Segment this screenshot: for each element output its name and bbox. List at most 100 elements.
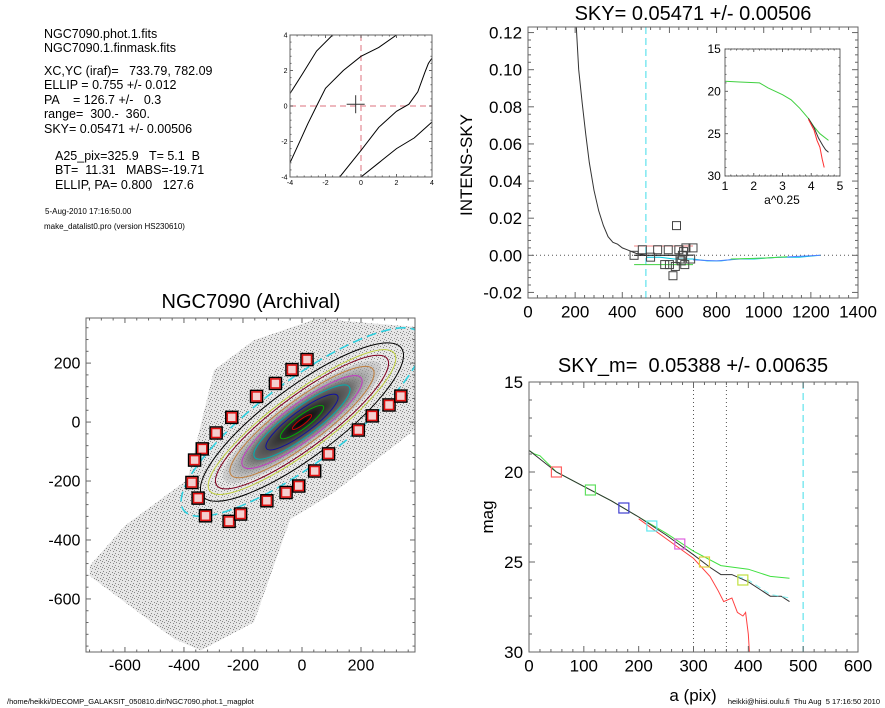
sky-box-marker (395, 390, 407, 402)
sky-box-marker (681, 243, 691, 253)
contour-line (339, 57, 432, 177)
info-image-file: NGC7090.phot.1.fits (44, 27, 157, 41)
sky-box-marker (309, 465, 320, 477)
center-plot-ytick-label: -4 (281, 174, 287, 181)
inset-xtick-label: 3 (779, 179, 786, 193)
sky-box-marker (210, 427, 222, 439)
image-plot-title: NGC7090 (Archival) (162, 291, 341, 313)
sky-box-marker (680, 260, 690, 270)
image-plot-ytick-label: -600 (48, 592, 80, 609)
contour-line (290, 35, 397, 164)
sky-plot-ytick-label: 0.04 (489, 172, 522, 191)
center-plot-ytick-label: 0 (284, 103, 288, 110)
mag-marker (584, 484, 597, 496)
mag-plot-ytick-label: 15 (504, 373, 523, 392)
mag-profile-line (638, 518, 750, 652)
isophote-ellipse (241, 375, 363, 469)
image-plot-xtick-label: 200 (348, 657, 375, 674)
inset-xtick-label: 4 (808, 179, 815, 193)
mag-marker (737, 574, 749, 586)
sky-box-marker (646, 252, 656, 262)
sky-box-outer (191, 491, 205, 505)
sky-box-marker (668, 271, 678, 281)
sky-box-marker (186, 477, 198, 488)
info-mask-file: NGC7090.1.finmask.fits (44, 41, 176, 55)
sky-plot-ytick-label: -0.02 (483, 283, 522, 302)
info-date: 5-Aug-2010 17:16:50.00 (45, 207, 132, 216)
sky-box-marker (323, 448, 334, 460)
sky-plot-xtick-label: 0 (523, 303, 532, 322)
sky-box-outer (307, 464, 322, 478)
mag-marker (646, 520, 658, 532)
center-plot-xtick-label: -2 (322, 180, 328, 187)
galaxy-core (222, 360, 382, 484)
sky-box-outer (291, 479, 306, 493)
contour-line (360, 121, 432, 177)
sky-box-outer (285, 362, 299, 377)
isophote-ellipse (214, 354, 390, 490)
sky-box-marker (251, 391, 262, 402)
mag-plot-xtick-label: 100 (570, 657, 598, 676)
sky-box-marker (301, 354, 313, 365)
sky-box-outer (195, 442, 210, 456)
inset-plot-area (725, 80, 829, 168)
sky-box-marker (637, 245, 647, 255)
sky-box-outer (260, 494, 274, 508)
sky-plot-xtick-label: 1400 (839, 303, 877, 322)
mag-plot-ytick-label: 30 (504, 643, 523, 662)
mag-plot-xtick-label: 300 (679, 657, 707, 676)
sky-box-marker (660, 260, 670, 270)
sky-box-marker (286, 364, 298, 375)
sky-box-outer (187, 453, 202, 467)
sky-plot-xtick-label: 200 (561, 303, 589, 322)
mag-plot-xtick-label: 200 (624, 657, 652, 676)
sky-box-marker (672, 221, 681, 231)
sky-box-marker (235, 508, 246, 520)
sky-box-outer (351, 423, 366, 437)
sky-plot-ytick-label: 0.02 (489, 209, 522, 228)
sky-box-outer (394, 389, 408, 403)
mag-marker (618, 502, 630, 514)
profile-line (575, 27, 646, 256)
inset-xtick-label: 1 (722, 179, 729, 193)
center-plot-ytick-label: -2 (281, 139, 287, 146)
mag-marker (698, 556, 711, 568)
mag-plot-xtick-label: 0 (524, 657, 533, 676)
mag-plot: SKY_m= 0.05388 +/- 0.00635 mag a (pix) 0… (478, 355, 872, 705)
sky-box-outer (209, 426, 223, 440)
sky-box-marker (664, 260, 674, 270)
image-plot-ytick-label: -400 (48, 533, 80, 550)
sky-plot-ytick-label: 0.00 (489, 246, 522, 265)
sky-box-marker (189, 454, 200, 466)
inset-xtick-label: 2 (750, 179, 757, 193)
image-plot: NGC7090 (Archival) -600 -400 -200 0 200 -600 -… (48, 291, 416, 674)
sky-box-marker (629, 250, 639, 260)
inset-profile-line (807, 118, 829, 153)
sky-box-outer (382, 398, 396, 412)
image-plot-xtick-label: -400 (168, 657, 200, 674)
image-plot-frame (85, 317, 416, 653)
sky-plot-xtick-label: 1000 (745, 303, 783, 322)
mag-plot-title: SKY_m= 0.05388 +/- 0.00635 (558, 355, 828, 377)
inset-profile-line (807, 119, 825, 168)
sky-box-marker (200, 510, 211, 522)
info-pa: PA = 126.7 +/- 0.3 (44, 93, 161, 107)
sky-box-outer (233, 507, 248, 521)
mag-plot-xtick-label: 400 (734, 657, 762, 676)
footer-user: heikki@hiisi.oulu.fi Thu Aug 5 17:16:50 … (728, 697, 880, 706)
mag-plot-area (529, 382, 804, 652)
sky-box-outer (249, 389, 264, 404)
sky-plot-xtick-label: 600 (655, 303, 683, 322)
sky-box-marker (280, 487, 292, 498)
sky-box-marker (688, 243, 698, 253)
image-plot-xtick-label: 0 (298, 657, 307, 674)
sky-plot-ytick-label: 0.08 (489, 98, 522, 117)
sky-box-marker (366, 410, 378, 422)
sky-plot-ytick-label: 0.10 (489, 61, 522, 80)
image-plot-area (89, 318, 415, 651)
mag-plot-xtick-label: 600 (844, 657, 872, 676)
sky-plot-ytick-label: 0.06 (489, 135, 522, 154)
sky-plot-ylabel: INTENS-SKY (457, 114, 476, 216)
inset-ytick-label: 20 (707, 85, 721, 99)
